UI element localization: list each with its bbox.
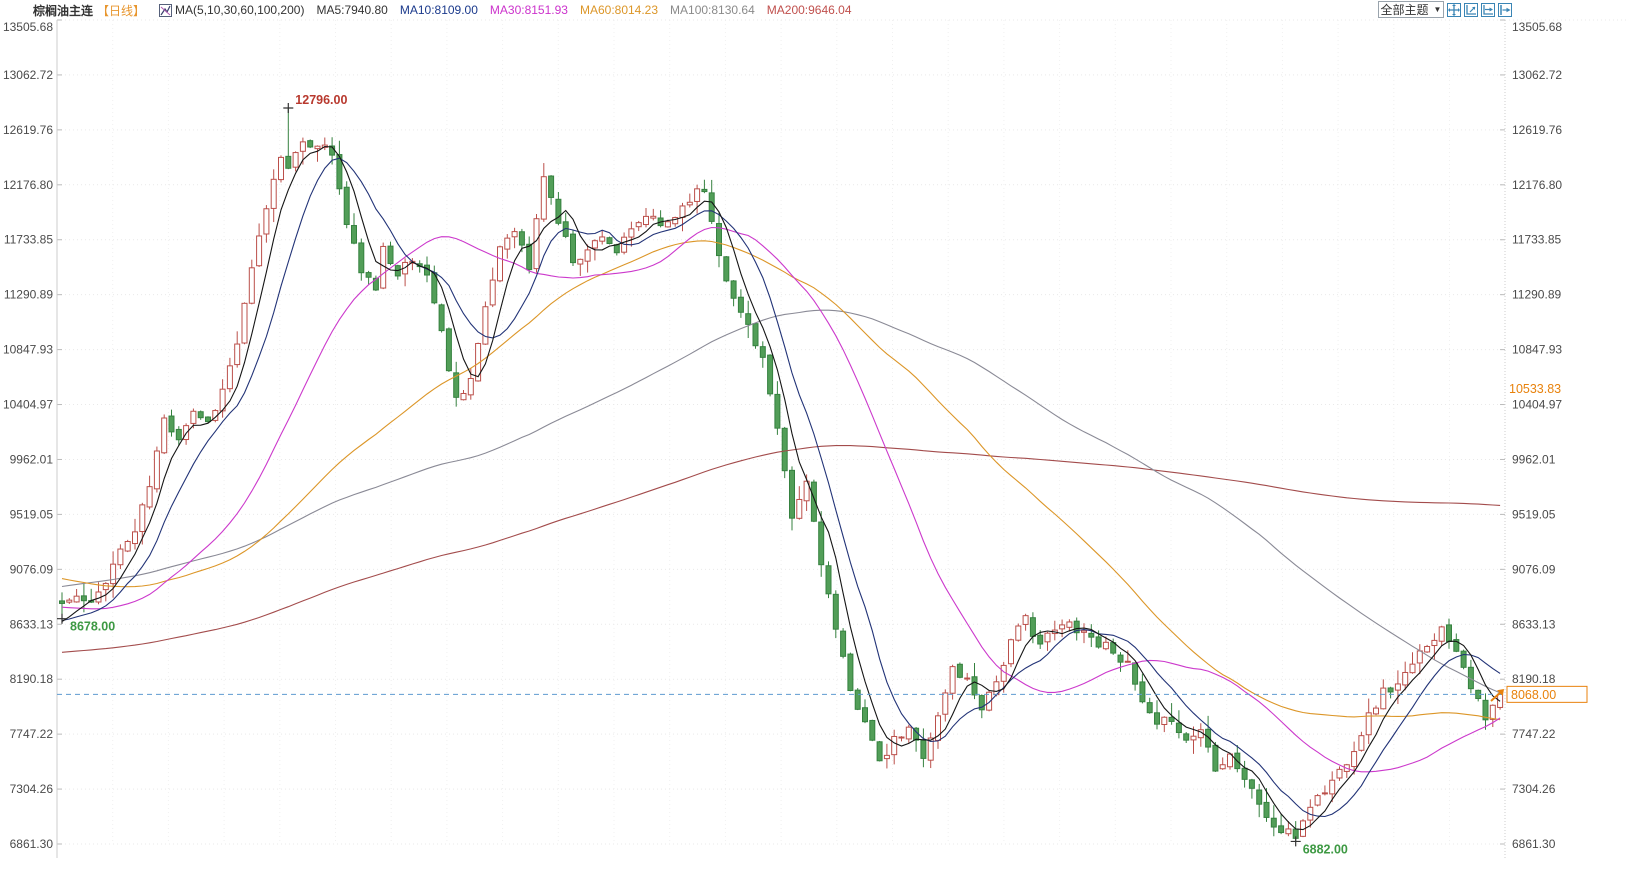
svg-text:10847.93: 10847.93 xyxy=(1512,343,1562,357)
svg-text:7747.22: 7747.22 xyxy=(10,727,54,741)
svg-text:12176.80: 12176.80 xyxy=(3,178,53,192)
ma-line-MA60 xyxy=(61,240,1501,721)
svg-text:12176.80: 12176.80 xyxy=(1512,178,1562,192)
svg-text:12619.76: 12619.76 xyxy=(3,123,53,137)
ma-line-MA30 xyxy=(61,226,1501,773)
svg-text:9519.05: 9519.05 xyxy=(10,507,54,521)
svg-text:6861.30: 6861.30 xyxy=(1512,837,1556,851)
ma30-value: MA30:8151.93 xyxy=(489,3,568,17)
svg-text:6882.00: 6882.00 xyxy=(1303,842,1348,856)
svg-text:8633.13: 8633.13 xyxy=(10,617,54,631)
ma60-value: MA60:8014.23 xyxy=(579,3,659,17)
ma-line-MA10 xyxy=(61,157,1501,818)
svg-text:11733.85: 11733.85 xyxy=(4,233,53,247)
svg-text:9519.05: 9519.05 xyxy=(1512,507,1556,521)
svg-text:10847.93: 10847.93 xyxy=(3,343,53,357)
auto-scale-icon[interactable] xyxy=(1464,2,1478,17)
svg-text:7747.22: 7747.22 xyxy=(1512,727,1556,741)
svg-text:10404.97: 10404.97 xyxy=(1512,398,1562,412)
svg-text:11290.89: 11290.89 xyxy=(1512,288,1561,302)
overlays-layer: 8068.00 10533.83 12796.00 8678.00 6882.00 xyxy=(57,93,1588,856)
shift-right-icon[interactable] xyxy=(1481,2,1495,17)
svg-text:8678.00: 8678.00 xyxy=(70,620,115,634)
ma100-value: MA100:8130.64 xyxy=(670,3,755,17)
svg-text:12619.76: 12619.76 xyxy=(1512,123,1562,137)
candles-layer xyxy=(59,108,1504,842)
svg-text:10533.83: 10533.83 xyxy=(1509,382,1561,396)
symbol-name: 棕榈油主连 xyxy=(33,3,94,18)
ma-settings-label: MA(5,10,30,60,100,200) xyxy=(175,3,305,17)
toolbar: 全部主题 ▼ xyxy=(1378,1,1512,18)
indicator-chart-icon[interactable] xyxy=(159,3,173,17)
svg-text:6861.30: 6861.30 xyxy=(10,837,54,851)
svg-text:7304.26: 7304.26 xyxy=(1512,782,1556,796)
svg-text:13062.72: 13062.72 xyxy=(1512,68,1562,82)
ma-line-MA200 xyxy=(61,444,1501,653)
grid-layer xyxy=(56,19,1628,858)
ma-lines-layer xyxy=(61,145,1501,831)
ma10-value: MA10:8109.00 xyxy=(399,3,478,17)
svg-text:13505.68: 13505.68 xyxy=(3,20,53,34)
ma200-value: MA200:9646.04 xyxy=(766,3,852,17)
svg-text:11733.85: 11733.85 xyxy=(1512,233,1561,247)
chevron-down-icon: ▼ xyxy=(1433,5,1442,14)
themes-dropdown-label: 全部主题 xyxy=(1380,3,1429,17)
pan-icon[interactable] xyxy=(1447,2,1461,17)
goto-latest-icon[interactable] xyxy=(1498,2,1512,17)
svg-text:10404.97: 10404.97 xyxy=(3,398,53,412)
svg-text:9076.09: 9076.09 xyxy=(1512,562,1556,576)
svg-text:7304.26: 7304.26 xyxy=(10,782,54,796)
period-label: 【日线】 xyxy=(97,3,146,18)
svg-text:9076.09: 9076.09 xyxy=(10,562,54,576)
svg-text:9962.01: 9962.01 xyxy=(10,452,54,466)
themes-dropdown-button[interactable]: 全部主题 ▼ xyxy=(1378,1,1444,18)
ma-line-MA100 xyxy=(61,309,1501,694)
svg-text:11290.89: 11290.89 xyxy=(4,288,53,302)
axis-labels-layer: 13505.68 13505.68 13062.72 13062.72 12619.76… xyxy=(3,20,1562,851)
svg-text:13062.72: 13062.72 xyxy=(3,68,53,82)
ma-line-MA5 xyxy=(61,145,1501,831)
chart-header: 棕榈油主连 【日线】 MA(5,10,30,60,100,200) MA5:79… xyxy=(33,2,852,18)
svg-text:13505.68: 13505.68 xyxy=(1512,20,1562,34)
svg-text:12796.00: 12796.00 xyxy=(295,93,347,107)
svg-text:8633.13: 8633.13 xyxy=(1512,617,1556,631)
svg-text:8190.18: 8190.18 xyxy=(1512,672,1556,686)
svg-text:8190.18: 8190.18 xyxy=(10,672,54,686)
ma5-value: MA5:7940.80 xyxy=(316,3,388,17)
svg-text:9962.01: 9962.01 xyxy=(1512,452,1556,466)
svg-text:8068.00: 8068.00 xyxy=(1511,688,1556,702)
